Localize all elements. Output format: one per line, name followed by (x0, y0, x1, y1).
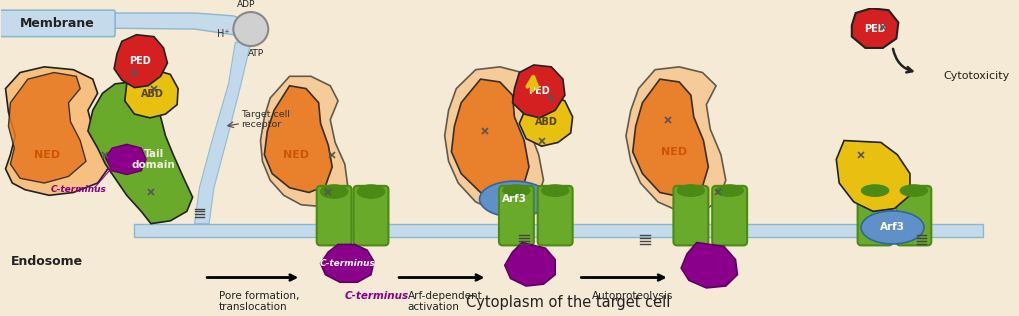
Polygon shape (626, 67, 726, 211)
Text: Tail
domain: Tail domain (132, 149, 175, 170)
Text: C-terminus: C-terminus (344, 291, 409, 301)
FancyBboxPatch shape (499, 186, 534, 246)
Text: PED: PED (129, 56, 151, 66)
Ellipse shape (900, 185, 927, 196)
Polygon shape (105, 144, 146, 174)
Text: Arf3: Arf3 (502, 194, 527, 204)
Polygon shape (837, 141, 910, 211)
Polygon shape (321, 245, 374, 282)
Text: Cytoplasm of the target cell: Cytoplasm of the target cell (467, 295, 671, 310)
Text: C-terminus: C-terminus (320, 259, 376, 268)
Text: NED: NED (661, 147, 688, 157)
Text: C-terminus: C-terminus (50, 185, 106, 194)
FancyBboxPatch shape (538, 186, 573, 246)
Ellipse shape (502, 185, 530, 196)
Text: NED: NED (35, 150, 60, 160)
Bar (135, 224, 982, 237)
FancyBboxPatch shape (712, 186, 747, 246)
Polygon shape (1, 13, 248, 35)
Text: Cytotoxicity: Cytotoxicity (943, 71, 1009, 81)
Polygon shape (633, 79, 708, 197)
Polygon shape (444, 67, 543, 211)
Text: ADP: ADP (236, 0, 255, 9)
Text: Arf3: Arf3 (880, 222, 905, 233)
Polygon shape (852, 8, 899, 48)
Ellipse shape (861, 185, 889, 196)
Polygon shape (195, 42, 251, 224)
Polygon shape (8, 72, 86, 183)
Polygon shape (124, 70, 178, 118)
FancyBboxPatch shape (674, 186, 708, 246)
Text: H⁺: H⁺ (217, 29, 230, 39)
Text: ABD: ABD (535, 117, 557, 127)
Polygon shape (264, 86, 332, 192)
Text: ABD: ABD (142, 89, 164, 99)
Text: Target cell
receptor: Target cell receptor (242, 110, 290, 130)
Polygon shape (681, 243, 738, 288)
FancyBboxPatch shape (858, 186, 893, 246)
Text: Arf-dependent
activation: Arf-dependent activation (408, 291, 483, 312)
Ellipse shape (321, 185, 347, 198)
Polygon shape (261, 76, 347, 207)
Ellipse shape (542, 185, 569, 196)
Polygon shape (520, 95, 573, 146)
Text: Autoproteolysis: Autoproteolysis (592, 291, 674, 301)
Ellipse shape (716, 185, 743, 196)
Circle shape (233, 12, 268, 46)
Text: ATP: ATP (248, 49, 264, 58)
Polygon shape (5, 67, 109, 195)
Ellipse shape (480, 181, 549, 217)
Polygon shape (451, 79, 529, 197)
Text: Endosome: Endosome (10, 255, 83, 268)
FancyBboxPatch shape (317, 186, 352, 246)
FancyBboxPatch shape (354, 186, 388, 246)
Text: PED: PED (864, 24, 886, 34)
Polygon shape (504, 243, 555, 286)
Text: PED: PED (528, 86, 549, 96)
Text: NED: NED (283, 150, 310, 160)
FancyBboxPatch shape (897, 186, 931, 246)
Polygon shape (114, 35, 167, 88)
Polygon shape (513, 65, 565, 118)
Polygon shape (88, 82, 193, 224)
Text: Pore formation,
translocation: Pore formation, translocation (219, 291, 300, 312)
Text: Membrane: Membrane (19, 17, 95, 30)
FancyBboxPatch shape (0, 10, 115, 37)
Ellipse shape (358, 185, 384, 198)
Ellipse shape (678, 185, 704, 196)
Ellipse shape (861, 211, 924, 244)
